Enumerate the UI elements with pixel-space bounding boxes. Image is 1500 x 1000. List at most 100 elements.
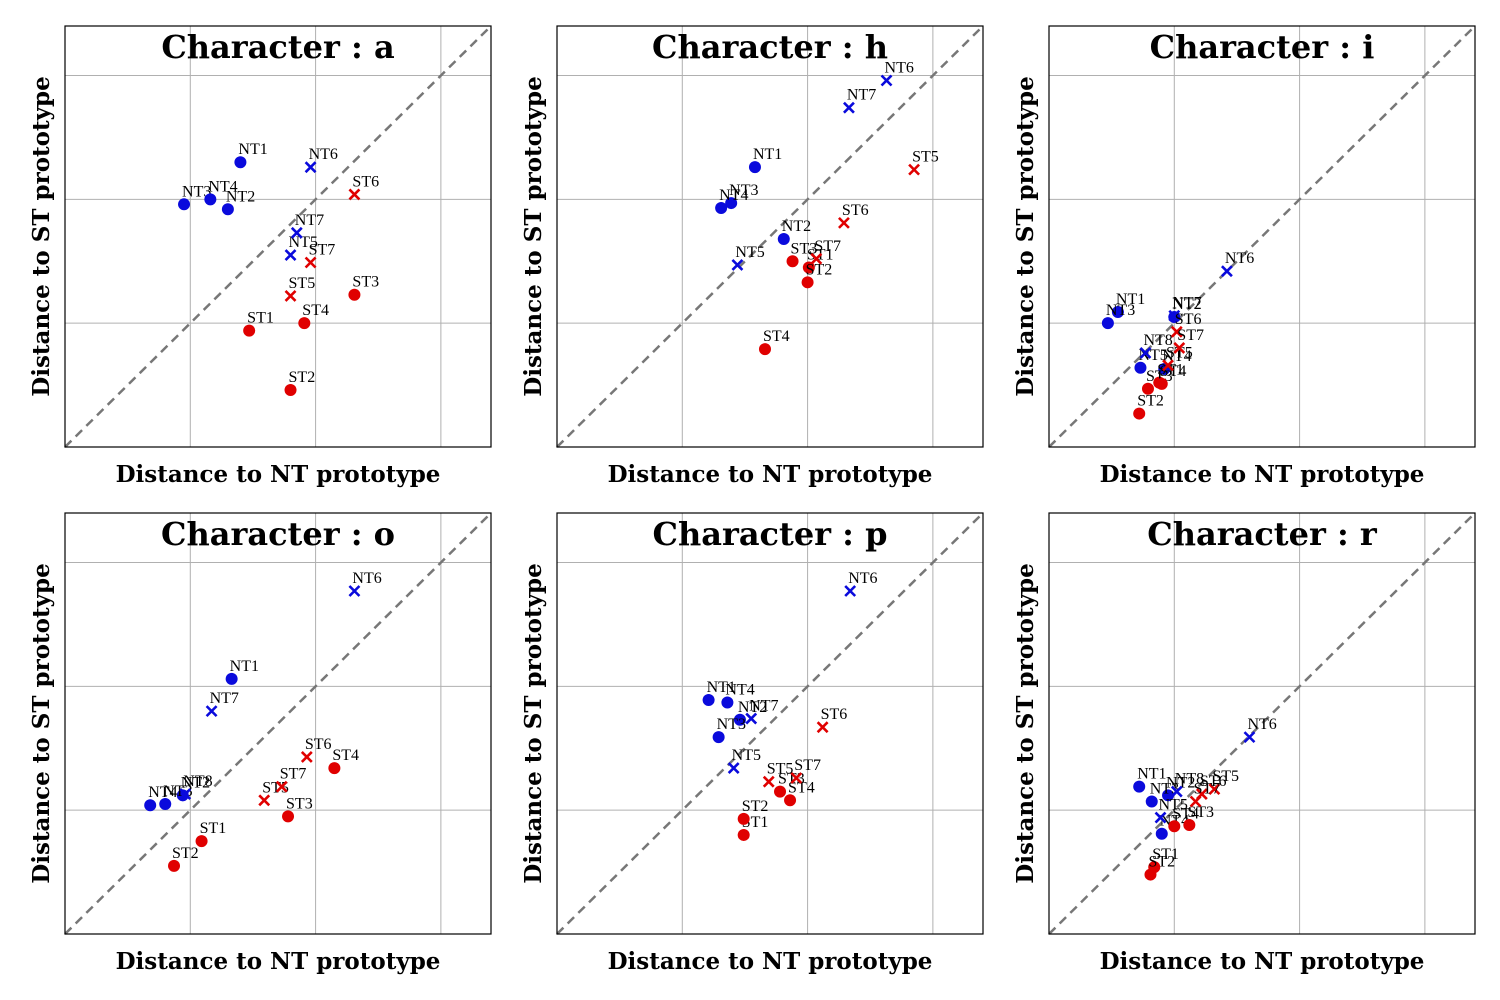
point-label: NT7 xyxy=(1172,295,1201,312)
data-points: NT1NT2NT3NT4NT5NT6NT7ST1ST2ST3ST4ST5ST6S… xyxy=(702,570,878,841)
point-label: ST2 xyxy=(172,845,199,862)
point-label: ST1 xyxy=(1157,362,1184,379)
data-point-st4 xyxy=(784,794,797,807)
diagonal-line xyxy=(64,25,492,448)
data-point-st3 xyxy=(282,810,295,823)
data-point-st3 xyxy=(1141,382,1154,395)
point-label: NT4 xyxy=(725,681,754,698)
data-point-st5 xyxy=(1208,783,1221,796)
y-axis-label: Distance to ST prototype xyxy=(1012,76,1039,396)
data-point-nt3 xyxy=(1101,317,1114,330)
data-point-st1 xyxy=(737,828,750,841)
point-label: NT2 xyxy=(226,188,255,205)
point-label: ST6 xyxy=(1175,311,1202,328)
data-point-nt5 xyxy=(727,762,740,774)
data-point-nt4 xyxy=(1155,827,1168,840)
plot-frame xyxy=(556,25,984,448)
data-point-nt6 xyxy=(844,585,857,597)
point-label: ST1 xyxy=(200,820,227,837)
point-label: NT3 xyxy=(1150,781,1179,798)
point-label: NT8 xyxy=(1143,332,1172,349)
point-label: ST5 xyxy=(1166,344,1193,361)
data-point-nt3 xyxy=(725,197,738,210)
data-point-nt6 xyxy=(1221,265,1233,278)
plot-frame xyxy=(64,512,492,935)
data-point-st3 xyxy=(786,255,799,268)
data-point-st6 xyxy=(838,216,850,229)
point-label: NT6 xyxy=(352,570,381,587)
point-label: ST5 xyxy=(289,275,316,292)
point-label: NT6 xyxy=(309,146,338,163)
point-label: ST4 xyxy=(1172,805,1199,822)
point-label: ST7 xyxy=(814,238,841,255)
data-point-st6 xyxy=(300,751,313,763)
x-axis-label: Distance to NT prototype xyxy=(608,461,933,488)
chart-panel-4: Character : o Distance to NT prototype Dis… xyxy=(28,512,492,975)
data-point-nt4 xyxy=(144,799,157,812)
data-point-st6 xyxy=(1170,325,1183,338)
chart-title: Character : i xyxy=(1150,28,1375,66)
point-label: NT8 xyxy=(1175,771,1204,788)
grid xyxy=(1049,26,1475,447)
point-label: NT1 xyxy=(707,679,736,696)
point-label: ST4 xyxy=(302,302,329,319)
data-point-st5 xyxy=(908,163,921,176)
point-label: ST7 xyxy=(309,242,336,259)
data-point-st6 xyxy=(348,188,361,201)
point-label: ST3 xyxy=(286,795,313,812)
point-label: ST3 xyxy=(352,274,379,291)
plot-area xyxy=(557,513,983,934)
point-label: ST7 xyxy=(280,766,307,783)
plot-frame xyxy=(556,512,984,935)
point-label: ST1 xyxy=(247,310,274,327)
point-label: NT6 xyxy=(1247,716,1276,733)
data-point-nt7 xyxy=(745,712,758,725)
point-label: NT7 xyxy=(749,698,778,715)
chart-title: Character : r xyxy=(1147,515,1378,553)
point-label: NT3 xyxy=(1106,302,1135,319)
point-label: NT6 xyxy=(885,59,914,76)
point-label: ST6 xyxy=(305,736,332,753)
plot-area xyxy=(557,26,983,447)
data-point-st2 xyxy=(168,859,181,872)
y-axis-label: Distance to ST prototype xyxy=(520,563,547,883)
point-label: ST4 xyxy=(788,779,815,796)
x-axis-label: Distance to NT prototype xyxy=(608,948,933,975)
data-point-st6 xyxy=(816,721,829,734)
point-label: NT7 xyxy=(847,87,876,104)
point-label: NT4 xyxy=(719,187,748,204)
point-label: NT6 xyxy=(848,570,877,587)
x-axis-label: Distance to NT prototype xyxy=(116,948,441,975)
data-point-nt3 xyxy=(178,198,191,211)
point-label: NT6 xyxy=(1225,250,1254,267)
data-point-nt8 xyxy=(1170,785,1183,798)
point-label: ST2 xyxy=(806,261,833,278)
plot-area xyxy=(65,513,491,934)
chart-title: Character : p xyxy=(652,515,887,553)
point-label: ST7 xyxy=(1194,781,1221,798)
data-point-nt1 xyxy=(225,672,238,685)
chart-title: Character : h xyxy=(652,28,888,66)
data-point-st2 xyxy=(1144,868,1157,881)
data-point-nt1 xyxy=(1133,780,1146,793)
y-axis-label: Distance to ST prototype xyxy=(28,76,55,396)
data-point-nt1 xyxy=(748,161,761,174)
data-point-nt2 xyxy=(733,713,746,726)
chart-panel-3: Character : i Distance to NT prototype Dis… xyxy=(1012,25,1476,488)
data-point-nt7 xyxy=(843,101,855,114)
data-point-nt6 xyxy=(304,161,317,174)
chart-panel-2: Character : h Distance to NT prototype Dis… xyxy=(520,25,984,488)
data-point-st2 xyxy=(1133,407,1146,420)
point-label: NT7 xyxy=(295,212,324,229)
data-point-st2 xyxy=(737,812,750,825)
chart-panel-6: Character : r Distance to NT prototype Dis… xyxy=(1012,512,1476,975)
data-point-st3 xyxy=(348,288,361,301)
point-label: ST6 xyxy=(1200,773,1227,790)
data-point-nt1 xyxy=(702,693,715,706)
diagonal-line xyxy=(1048,25,1476,448)
point-label: ST6 xyxy=(842,202,869,219)
point-label: ST5 xyxy=(1212,768,1239,785)
data-point-nt4 xyxy=(715,202,728,215)
data-point-st5 xyxy=(284,290,297,302)
diagonal-line xyxy=(64,512,492,935)
